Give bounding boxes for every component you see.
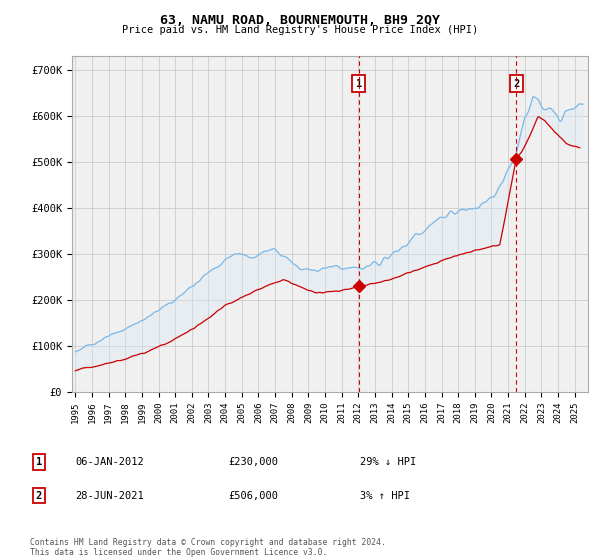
Text: 2: 2	[36, 491, 42, 501]
Text: 1: 1	[36, 457, 42, 467]
Text: 28-JUN-2021: 28-JUN-2021	[75, 491, 144, 501]
Text: 63, NAMU ROAD, BOURNEMOUTH, BH9 2QY: 63, NAMU ROAD, BOURNEMOUTH, BH9 2QY	[160, 14, 440, 27]
Text: Contains HM Land Registry data © Crown copyright and database right 2024.
This d: Contains HM Land Registry data © Crown c…	[30, 538, 386, 557]
Text: 1: 1	[356, 78, 362, 88]
Text: 3% ↑ HPI: 3% ↑ HPI	[360, 491, 410, 501]
Text: 06-JAN-2012: 06-JAN-2012	[75, 457, 144, 467]
Text: Price paid vs. HM Land Registry's House Price Index (HPI): Price paid vs. HM Land Registry's House …	[122, 25, 478, 35]
Text: 2: 2	[513, 78, 520, 88]
Text: £230,000: £230,000	[228, 457, 278, 467]
Text: £506,000: £506,000	[228, 491, 278, 501]
Text: 29% ↓ HPI: 29% ↓ HPI	[360, 457, 416, 467]
